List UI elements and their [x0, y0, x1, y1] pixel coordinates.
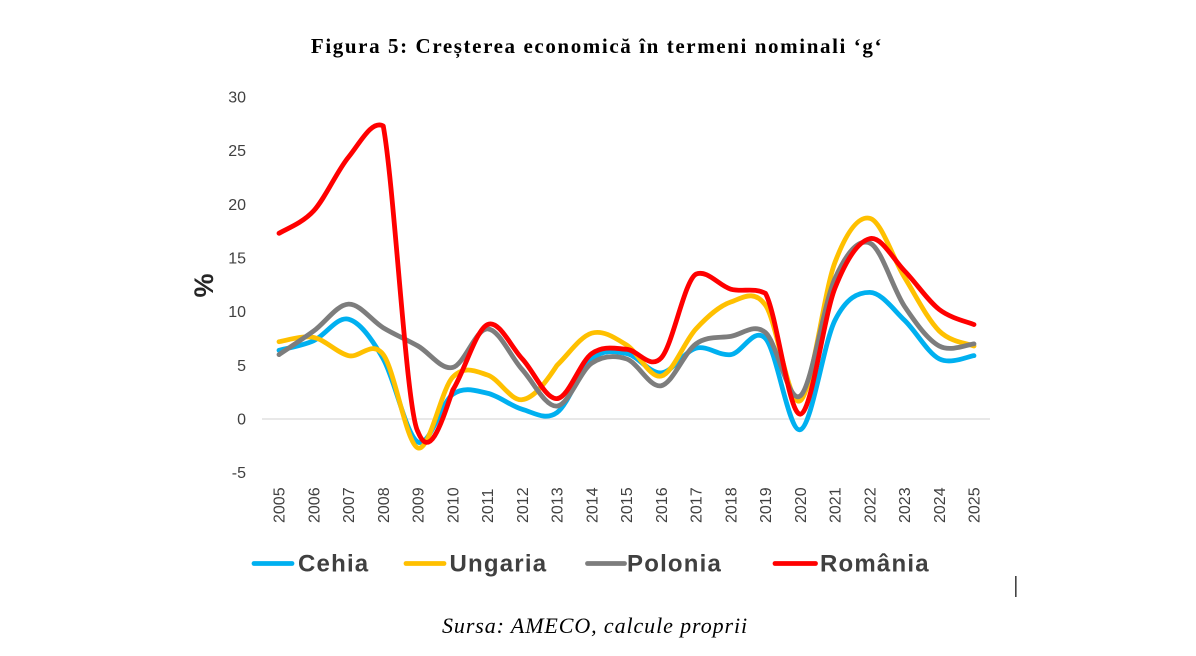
svg-text:2005: 2005: [272, 487, 289, 523]
svg-text:2019: 2019: [758, 487, 775, 523]
svg-text:2021: 2021: [828, 487, 845, 523]
svg-text:România: România: [820, 551, 930, 578]
svg-text:2011: 2011: [480, 488, 497, 523]
svg-text:2018: 2018: [723, 487, 740, 523]
svg-text:Cehia: Cehia: [298, 551, 369, 578]
svg-text:15: 15: [228, 251, 246, 268]
svg-text:20: 20: [228, 197, 246, 214]
svg-text:2006: 2006: [306, 487, 323, 523]
svg-text:2025: 2025: [967, 487, 984, 523]
svg-text:2016: 2016: [654, 487, 671, 523]
svg-text:2012: 2012: [515, 487, 532, 523]
svg-text:-5: -5: [232, 465, 246, 482]
svg-text:2023: 2023: [897, 487, 914, 523]
svg-text:25: 25: [228, 143, 246, 160]
svg-text:2017: 2017: [689, 487, 706, 523]
svg-text:2020: 2020: [793, 487, 810, 523]
svg-text:2022: 2022: [862, 487, 879, 523]
svg-text:2013: 2013: [550, 487, 567, 523]
svg-text:0: 0: [237, 412, 246, 429]
svg-text:2014: 2014: [584, 487, 601, 523]
svg-text:2015: 2015: [619, 487, 636, 523]
svg-text:Polonia: Polonia: [627, 551, 722, 578]
svg-text:5: 5: [237, 358, 246, 375]
svg-text:Sursa: AMECO, calcule proprii: Sursa: AMECO, calcule proprii: [442, 613, 748, 638]
svg-text:2010: 2010: [445, 487, 462, 523]
svg-text:%: %: [189, 273, 219, 297]
svg-text:Ungaria: Ungaria: [450, 551, 548, 578]
svg-text:10: 10: [228, 304, 246, 321]
svg-text:2024: 2024: [932, 487, 949, 523]
svg-text:2007: 2007: [341, 487, 358, 523]
svg-text:30: 30: [228, 90, 246, 107]
svg-text:Figura 5: Creșterea economică: Figura 5: Creșterea economică în termeni…: [311, 34, 883, 59]
svg-text:2009: 2009: [411, 487, 428, 523]
svg-text:2008: 2008: [376, 487, 393, 523]
